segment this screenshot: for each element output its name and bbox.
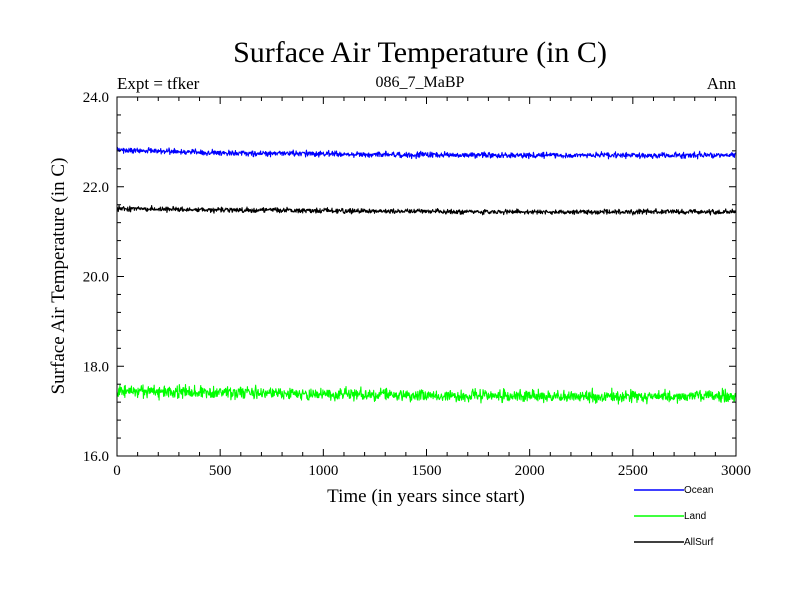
x-tick-label: 0 — [113, 463, 121, 479]
chart-title: Surface Air Temperature (in C) — [233, 36, 607, 69]
series-line-ocean — [116, 146, 737, 160]
legend: Ocean Land AllSurf — [634, 485, 714, 548]
y-tick-label: 24.0 — [83, 90, 109, 106]
x-tick-label: 1000 — [308, 463, 338, 479]
series-line-allsurf — [116, 204, 737, 216]
chart-subtitle: 086_7_MaBP — [376, 74, 465, 91]
x-tick-label: 500 — [209, 463, 232, 479]
y-axis-ticks: 16.0 18.0 20.0 22.0 24.0 — [83, 90, 736, 465]
legend-label: Land — [684, 511, 706, 522]
y-axis-label: Surface Air Temperature (in C) — [48, 158, 69, 395]
y-tick-label: 18.0 — [83, 359, 109, 375]
y-tick-label: 20.0 — [83, 270, 109, 286]
x-axis-label: Time (in years since start) — [327, 486, 525, 507]
x-tick-label: 3000 — [721, 463, 751, 479]
x-tick-label: 1500 — [412, 463, 442, 479]
y-tick-label: 16.0 — [83, 449, 109, 465]
season-label: Ann — [707, 74, 737, 93]
experiment-label: Expt = tfker — [117, 74, 200, 93]
y-tick-label: 22.0 — [83, 180, 109, 196]
legend-label: Ocean — [684, 485, 713, 496]
x-tick-label: 2500 — [618, 463, 648, 479]
series-line-land — [116, 384, 737, 405]
x-tick-label: 2000 — [515, 463, 545, 479]
x-axis-ticks: 0 500 1000 1500 2000 2500 3000 — [113, 97, 751, 479]
series-layer — [116, 146, 737, 405]
legend-label: AllSurf — [684, 537, 714, 548]
